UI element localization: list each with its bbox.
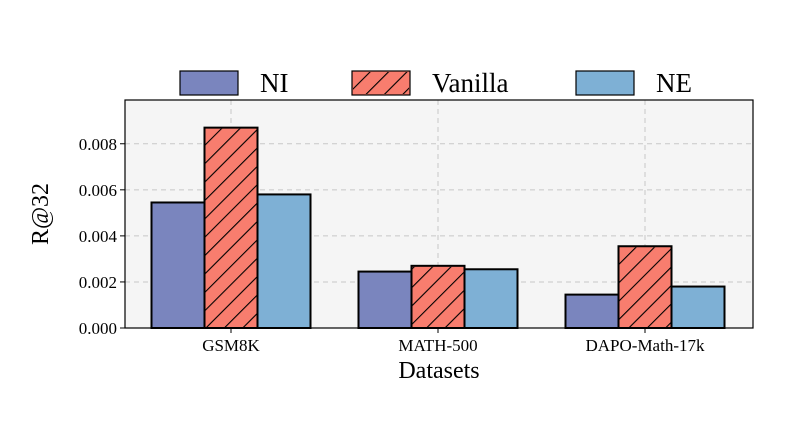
bar-ni-math-500 (357, 270, 413, 329)
y-axis-title: R@32 (28, 183, 54, 245)
legend: NI Vanilla NE (179, 68, 692, 98)
bar-ni-dapo-math-17k (564, 293, 620, 329)
y-tick-label: 0.004 (79, 227, 118, 246)
y-tick-label: 0.006 (79, 181, 117, 200)
bar-ne-gsm8k (256, 193, 312, 329)
x-tick-label: DAPO-Math-17k (586, 336, 705, 355)
bar-vanilla-dapo-math-17k-hatch (619, 247, 671, 327)
legend-label-ne: NE (656, 68, 692, 98)
bar-ne-dapo-math-17k (670, 285, 726, 329)
y-tick-label: 0.002 (79, 273, 117, 292)
bars (150, 126, 726, 330)
bar-ni-gsm8k (150, 201, 206, 329)
bar-ne-math-500 (463, 268, 519, 330)
legend-swatch-ne (575, 70, 635, 96)
legend-swatch-vanilla-hatch (353, 72, 409, 94)
plot-frame (124, 99, 754, 329)
y-tick-label: 0.000 (79, 319, 117, 338)
ticks: 0.000 0.002 0.004 0.006 0.008 GSM8K MATH-500 DA… (79, 135, 705, 355)
legend-label-vanilla: Vanilla (432, 68, 508, 98)
y-tick-label: 0.008 (79, 135, 117, 154)
bar-vanilla-gsm8k-hatch (205, 128, 257, 327)
legend-swatch-ni (179, 70, 239, 96)
x-tick-label: GSM8K (202, 336, 260, 355)
x-tick-label: MATH-500 (398, 336, 477, 355)
legend-label-ni: NI (260, 68, 289, 98)
x-axis-title: Datasets (398, 358, 479, 384)
bar-vanilla-math-500-hatch (412, 266, 464, 327)
